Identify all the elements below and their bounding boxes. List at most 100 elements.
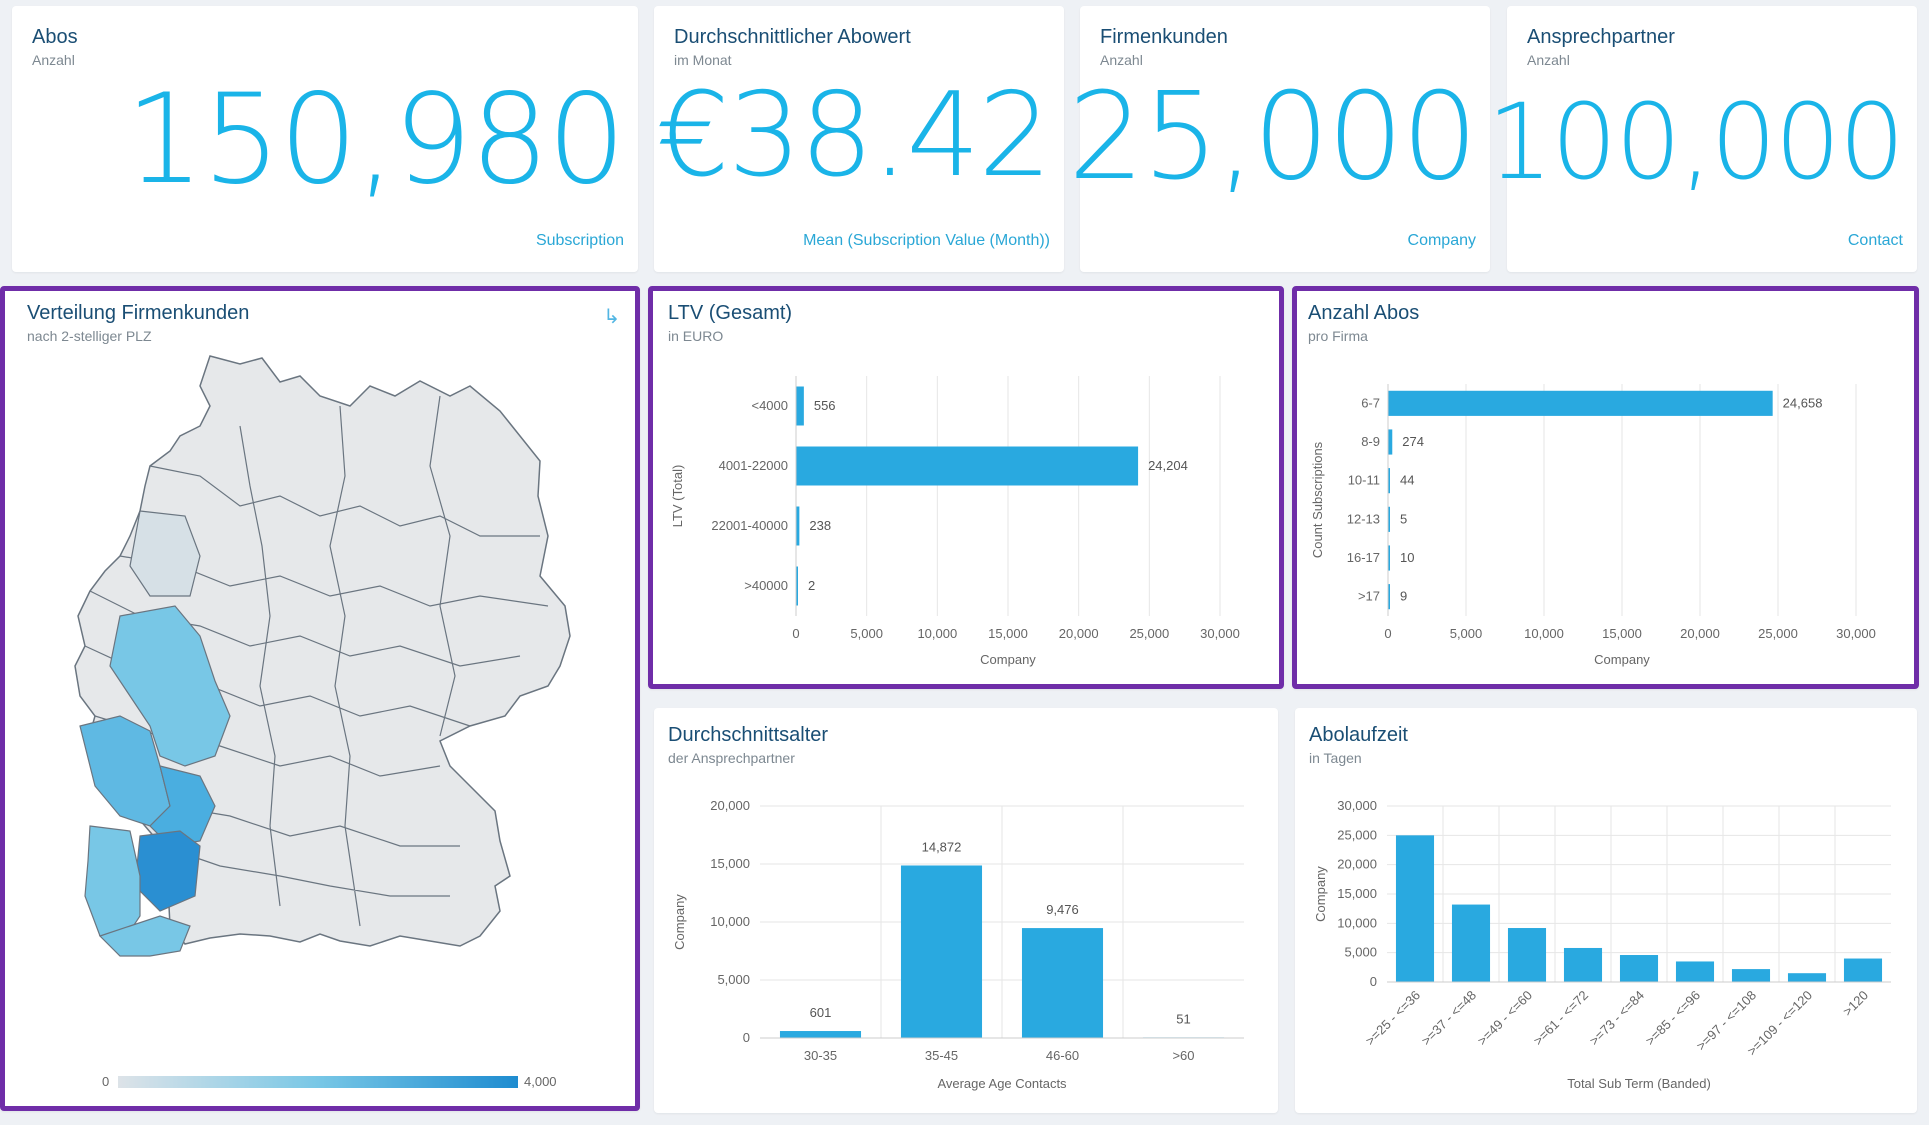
y-tick-label: 8-9 (1361, 434, 1380, 449)
map-legend-min: 0 (102, 1074, 109, 1089)
y-tick-label: 12-13 (1347, 511, 1380, 526)
map-region-mid-1 (109, 605, 231, 767)
x-tick-label: 30,000 (1836, 626, 1876, 641)
y-axis-title: LTV (Total) (670, 465, 685, 528)
map-region-mid-5 (98, 915, 191, 957)
x-tick-label: 20,000 (1059, 626, 1099, 641)
kpi-subtitle: Anzahl (1100, 52, 1143, 68)
map-card[interactable]: Verteilung Firmenkunden nach 2-stelliger… (0, 286, 640, 1111)
bar (1388, 545, 1390, 571)
kpi-title: Ansprechpartner (1527, 26, 1675, 48)
x-axis-title: Total Sub Term (Banded) (1567, 1076, 1711, 1091)
y-tick-label: 10-11 (1348, 473, 1380, 488)
germany-map[interactable]: 0 4,000 (0, 286, 640, 1111)
y-tick-label: 20,000 (710, 798, 750, 813)
map-legend-gradient (118, 1076, 518, 1088)
bar (1395, 835, 1435, 982)
bar (1388, 429, 1393, 455)
y-tick-label: 5,000 (717, 972, 750, 987)
map-title: Verteilung Firmenkunden (27, 302, 250, 324)
data-label: 2 (808, 578, 815, 593)
data-label: 44 (1400, 473, 1414, 488)
kpi-unit: Mean (Subscription Value (Month)) (803, 232, 1050, 249)
x-tick-label: >120 (1840, 988, 1871, 1019)
bar (1507, 928, 1547, 982)
data-label: 24,204 (1148, 458, 1188, 473)
bar (1451, 904, 1491, 982)
x-tick-label: 46-60 (1046, 1048, 1079, 1063)
data-label: 556 (814, 398, 836, 413)
ltv-chart: 0 5,000 10,000 15,000 20,000 25,000 30,000 <400… (670, 376, 1240, 667)
x-tick-label: 5,000 (1450, 626, 1483, 641)
ltv-title: LTV (Gesamt) (668, 302, 793, 324)
y-tick-label: 15,000 (710, 856, 750, 871)
map-region-low (129, 510, 201, 597)
kpi-value: 25,000 (1068, 68, 1478, 207)
x-axis-title: Average Age Contacts (937, 1076, 1067, 1091)
abos-chart: 0 5,000 10,000 15,000 20,000 25,000 30,000 6-7 2… (1310, 384, 1876, 667)
kpi-card-firmenkunden[interactable]: Firmenkunden Anzahl 25,000 Company (1068, 6, 1490, 272)
y-axis-title: Count Subscriptions (1310, 441, 1325, 558)
kpi-unit: Company (1407, 232, 1476, 249)
age-panel[interactable]: Durchschnittsalter der Ansprechpartner 0… (654, 708, 1278, 1113)
y-tick-label: 4001-22000 (719, 458, 788, 473)
y-tick-label: >17 (1358, 589, 1380, 604)
data-label: 10 (1400, 550, 1414, 565)
bar (1731, 969, 1771, 982)
y-tick-label: >40000 (744, 578, 788, 593)
data-label: 238 (809, 518, 831, 533)
map-borders (84, 395, 549, 927)
term-panel[interactable]: Abolaufzeit in Tagen 0 5,000 10,000 15,000 2… (1295, 708, 1917, 1113)
bar (1388, 506, 1390, 532)
bar (1388, 584, 1390, 610)
kpi-unit: Subscription (535, 232, 624, 249)
y-tick-label: 6-7 (1361, 395, 1380, 410)
data-label: 24,658 (1783, 395, 1823, 410)
x-tick-label: 25,000 (1758, 626, 1798, 641)
kpi-title: Durchschnittlicher Abowert (674, 26, 911, 48)
data-label: 9,476 (1046, 902, 1079, 917)
share-icon[interactable]: ↳ (603, 306, 620, 328)
kpi-card-ansprechpartner[interactable]: Ansprechpartner Anzahl 100,000 Contact (1487, 6, 1917, 272)
abos-subtitle: pro Firma (1308, 328, 1368, 344)
x-tick-label: >=49 - <=60 (1474, 988, 1535, 1049)
x-axis-title: Company (1594, 652, 1650, 667)
y-tick-label: <4000 (751, 398, 788, 413)
kpi-value: €38.42 (656, 68, 1052, 203)
kpi-card-abos[interactable]: Abos Anzahl 150,980 Subscription (12, 6, 638, 272)
term-chart: 0 5,000 10,000 15,000 20,000 25,000 30,000 >=25… (1313, 798, 1891, 1091)
x-tick-label: 30-35 (804, 1048, 837, 1063)
bar (796, 566, 798, 606)
y-tick-label: 15,000 (1337, 886, 1377, 901)
x-axis-title: Company (980, 652, 1036, 667)
bar (1021, 928, 1104, 1038)
y-axis-title: Company (1313, 866, 1328, 922)
kpi-unit: Contact (1847, 232, 1903, 249)
y-tick-label: 5,000 (1344, 945, 1377, 960)
bar (779, 1031, 862, 1038)
x-tick-label: >=85 - <=96 (1642, 988, 1703, 1049)
x-tick-label: 5,000 (850, 626, 883, 641)
abos-panel[interactable]: Anzahl Abos pro Firma 0 5,000 10,000 15,000… (1292, 286, 1919, 689)
y-tick-label: 0 (1370, 974, 1377, 989)
ltv-panel[interactable]: LTV (Gesamt) in EURO 0 5,000 10,000 15,000 2… (648, 286, 1284, 689)
kpi-subtitle: Anzahl (1527, 52, 1570, 68)
bar (796, 446, 1139, 486)
age-chart: 0 5,000 10,000 15,000 20,000 30-35 601 35-45 14,… (672, 798, 1244, 1091)
data-label: 9 (1400, 589, 1407, 604)
y-tick-label: 10,000 (1337, 915, 1377, 930)
data-label: 274 (1402, 434, 1424, 449)
x-tick-label: >=73 - <=84 (1586, 988, 1647, 1049)
x-tick-label: 15,000 (1602, 626, 1642, 641)
x-tick-label: 0 (792, 626, 799, 641)
y-tick-label: 16-17 (1347, 550, 1380, 565)
bar (1563, 947, 1603, 982)
bar (1675, 961, 1715, 982)
term-title: Abolaufzeit (1309, 724, 1408, 746)
x-tick-label: 0 (1384, 626, 1391, 641)
x-tick-label: 15,000 (988, 626, 1028, 641)
kpi-card-abowert[interactable]: Durchschnittlicher Abowert im Monat €38.… (654, 6, 1064, 272)
y-tick-label: 0 (743, 1030, 750, 1045)
ltv-subtitle: in EURO (668, 328, 724, 344)
map-legend-max: 4,000 (524, 1074, 557, 1089)
